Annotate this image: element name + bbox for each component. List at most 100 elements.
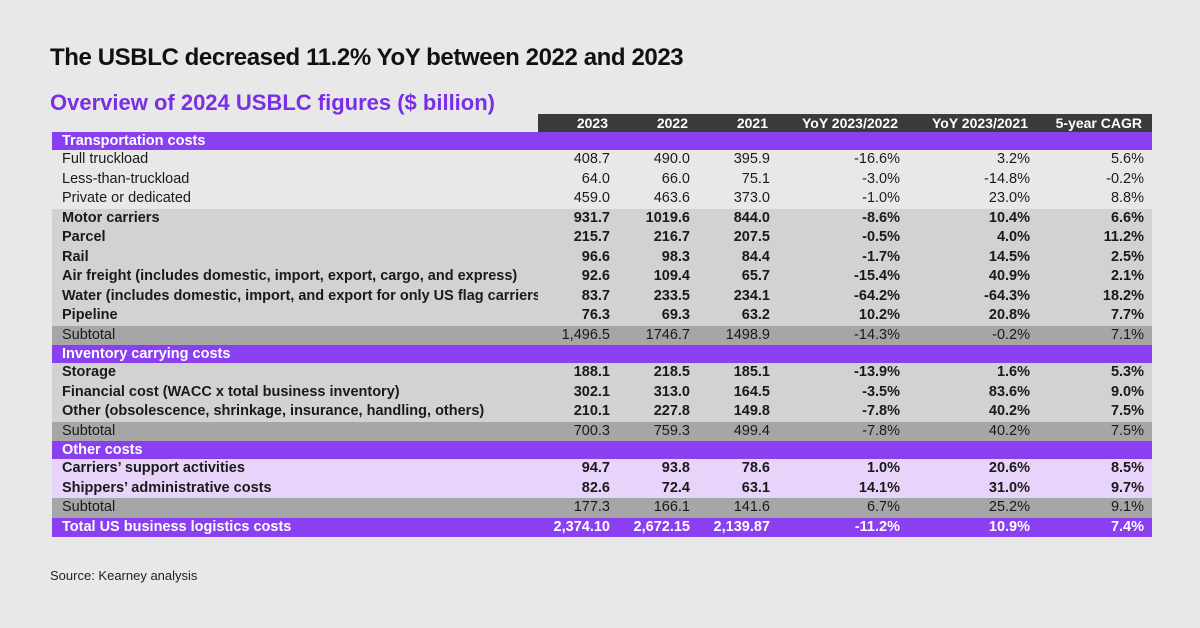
cell-cagr-5yr: 9.7% xyxy=(1038,478,1152,498)
cell-y2022: 1019.6 xyxy=(618,208,698,228)
cell-yoy-2023-2021: 4.0% xyxy=(908,228,1038,248)
cell-y2023: 83.7 xyxy=(538,286,618,306)
row-label: Water (includes domestic, import, and ex… xyxy=(52,286,538,306)
cell-y2022: 227.8 xyxy=(618,402,698,422)
cell-cagr-5yr: 2.5% xyxy=(1038,247,1152,267)
chart-subtitle: Overview of 2024 USBLC figures ($ billio… xyxy=(50,90,495,115)
table-header-row: 2023 2022 2021 YoY 2023/2022 YoY 2023/2021 5-… xyxy=(52,114,1152,132)
subtotal-row: Subtotal 177.3 166.1 141.6 6.7% 25.2% 9.1% xyxy=(52,498,1152,518)
chart-title: The USBLC decreased 11.2% YoY between 20… xyxy=(50,44,684,71)
column-header-y2023: 2023 xyxy=(538,114,618,132)
cell-cagr-5yr: 7.7% xyxy=(1038,306,1152,326)
row-label: Subtotal xyxy=(52,325,538,345)
cell-y2021: 141.6 xyxy=(698,498,778,518)
cell-yoy-2023-2022: -14.3% xyxy=(778,325,908,345)
column-header-y2022: 2022 xyxy=(618,114,698,132)
cell-yoy-2023-2022: -3.5% xyxy=(778,382,908,402)
cell-yoy-2023-2022: -1.0% xyxy=(778,189,908,209)
section-header-row: Transportation costs xyxy=(52,132,1152,150)
cell-y2021: 63.1 xyxy=(698,478,778,498)
cell-yoy-2023-2022: -7.8% xyxy=(778,402,908,422)
cell-y2023: 210.1 xyxy=(538,402,618,422)
header-blank xyxy=(52,114,538,132)
row-label: Motor carriers xyxy=(52,208,538,228)
cell-y2022: 166.1 xyxy=(618,498,698,518)
cell-y2023: 96.6 xyxy=(538,247,618,267)
cell-cagr-5yr: 7.1% xyxy=(1038,325,1152,345)
cell-yoy-2023-2021: 25.2% xyxy=(908,498,1038,518)
cell-yoy-2023-2022: -0.5% xyxy=(778,228,908,248)
cell-y2021: 844.0 xyxy=(698,208,778,228)
cell-yoy-2023-2021: 10.4% xyxy=(908,208,1038,228)
cell-y2023: 76.3 xyxy=(538,306,618,326)
row-label: Less-than-truckload xyxy=(52,169,538,189)
cell-yoy-2023-2022: -7.8% xyxy=(778,421,908,441)
source-note: Source: Kearney analysis xyxy=(50,568,198,583)
row-label: Storage xyxy=(52,363,538,383)
section-title: Transportation costs xyxy=(52,132,1152,150)
subtotal-row: Subtotal 700.3 759.3 499.4 -7.8% 40.2% 7.5% xyxy=(52,421,1152,441)
table-row: Pipeline 76.3 69.3 63.2 10.2% 20.8% 7.7% xyxy=(52,306,1152,326)
cell-y2022: 759.3 xyxy=(618,421,698,441)
cell-y2021: 75.1 xyxy=(698,169,778,189)
column-header-cagr-5yr: 5-year CAGR xyxy=(1038,114,1152,132)
table-row: Other (obsolescence, shrinkage, insuranc… xyxy=(52,402,1152,422)
cell-yoy-2023-2022: -8.6% xyxy=(778,208,908,228)
cell-yoy-2023-2021: 3.2% xyxy=(908,150,1038,170)
column-header-y2021: 2021 xyxy=(698,114,778,132)
row-label: Rail xyxy=(52,247,538,267)
cell-cagr-5yr: 7.4% xyxy=(1038,517,1152,537)
cell-yoy-2023-2021: 14.5% xyxy=(908,247,1038,267)
row-label: Private or dedicated xyxy=(52,189,538,209)
table-row: Parcel 215.7 216.7 207.5 -0.5% 4.0% 11.2% xyxy=(52,228,1152,248)
cell-yoy-2023-2022: -13.9% xyxy=(778,363,908,383)
section-header-row: Inventory carrying costs xyxy=(52,345,1152,363)
cell-cagr-5yr: 6.6% xyxy=(1038,208,1152,228)
cell-y2022: 69.3 xyxy=(618,306,698,326)
cell-yoy-2023-2021: 40.2% xyxy=(908,421,1038,441)
section-title: Other costs xyxy=(52,441,1152,459)
cell-yoy-2023-2022: -11.2% xyxy=(778,517,908,537)
cell-cagr-5yr: 5.3% xyxy=(1038,363,1152,383)
cell-y2022: 218.5 xyxy=(618,363,698,383)
cell-yoy-2023-2021: 23.0% xyxy=(908,189,1038,209)
cell-cagr-5yr: 8.5% xyxy=(1038,459,1152,479)
cell-y2022: 98.3 xyxy=(618,247,698,267)
cell-yoy-2023-2021: -0.2% xyxy=(908,325,1038,345)
cell-y2021: 234.1 xyxy=(698,286,778,306)
data-table: 2023 2022 2021 YoY 2023/2022 YoY 2023/2021 5-… xyxy=(52,114,1152,537)
cell-cagr-5yr: 9.1% xyxy=(1038,498,1152,518)
cell-y2021: 1498.9 xyxy=(698,325,778,345)
cell-cagr-5yr: 7.5% xyxy=(1038,402,1152,422)
cell-cagr-5yr: 5.6% xyxy=(1038,150,1152,170)
row-label: Shippers’ administrative costs xyxy=(52,478,538,498)
table-row: Water (includes domestic, import, and ex… xyxy=(52,286,1152,306)
cell-yoy-2023-2021: -14.8% xyxy=(908,169,1038,189)
table-row: Motor carriers 931.7 1019.6 844.0 -8.6% 10.4%… xyxy=(52,208,1152,228)
table-row: Rail 96.6 98.3 84.4 -1.7% 14.5% 2.5% xyxy=(52,247,1152,267)
row-label: Total US business logistics costs xyxy=(52,517,538,537)
cell-y2021: 499.4 xyxy=(698,421,778,441)
cell-cagr-5yr: 18.2% xyxy=(1038,286,1152,306)
cell-y2023: 94.7 xyxy=(538,459,618,479)
cell-cagr-5yr: 11.2% xyxy=(1038,228,1152,248)
cell-cagr-5yr: 9.0% xyxy=(1038,382,1152,402)
table-row: Shippers’ administrative costs 82.6 72.4 63… xyxy=(52,478,1152,498)
cell-yoy-2023-2021: -64.3% xyxy=(908,286,1038,306)
cell-yoy-2023-2022: 10.2% xyxy=(778,306,908,326)
row-label: Parcel xyxy=(52,228,538,248)
cell-y2022: 1746.7 xyxy=(618,325,698,345)
table-row: Carriers’ support activities 94.7 93.8 78.6… xyxy=(52,459,1152,479)
cell-yoy-2023-2022: -1.7% xyxy=(778,247,908,267)
cell-y2023: 931.7 xyxy=(538,208,618,228)
cell-cagr-5yr: 7.5% xyxy=(1038,421,1152,441)
cell-y2022: 233.5 xyxy=(618,286,698,306)
cell-y2022: 109.4 xyxy=(618,267,698,287)
row-label: Air freight (includes domestic, import, … xyxy=(52,267,538,287)
cell-y2023: 2,374.10 xyxy=(538,517,618,537)
cell-yoy-2023-2022: -16.6% xyxy=(778,150,908,170)
cell-yoy-2023-2021: 10.9% xyxy=(908,517,1038,537)
table-row: Financial cost (WACC x total business in… xyxy=(52,382,1152,402)
cell-y2023: 459.0 xyxy=(538,189,618,209)
cell-y2021: 207.5 xyxy=(698,228,778,248)
